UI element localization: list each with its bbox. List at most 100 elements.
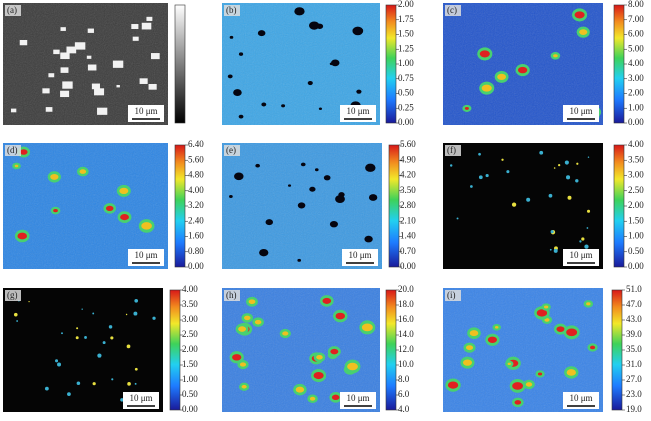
hotspot bbox=[331, 394, 340, 400]
pore bbox=[365, 163, 376, 172]
colorbar-tick-label: 5.60 bbox=[400, 139, 416, 149]
colorbar-tick-label: 0.80 bbox=[188, 246, 204, 256]
panel: (f) 10 μm 0.00 0.50 1.00 1.50 2.00 2.50 3.00 3.50… bbox=[443, 139, 644, 271]
colorbar-tick-label: 3.50 bbox=[628, 154, 644, 164]
scale-bar-box bbox=[123, 392, 159, 409]
colorbar-tick-label: 1.25 bbox=[398, 43, 414, 53]
panel: (d) 10 μm 0.00 0.80 1.60 2.40 3.20 4.00 4.80 5.60… bbox=[3, 139, 204, 271]
hotspot bbox=[244, 315, 251, 321]
panel-label: (a) bbox=[7, 5, 17, 15]
hotspot bbox=[481, 84, 492, 92]
scale-bar-box bbox=[128, 105, 164, 122]
panel: (a) 10 μm bbox=[3, 3, 186, 125]
grain bbox=[60, 52, 70, 60]
label-box bbox=[224, 5, 240, 16]
spot bbox=[567, 195, 572, 200]
hotspot bbox=[544, 318, 550, 322]
colorbar-tick-label: 6.0 bbox=[398, 389, 410, 399]
pore bbox=[255, 163, 260, 168]
hotspot bbox=[238, 326, 247, 332]
grain bbox=[19, 39, 28, 46]
spot bbox=[92, 312, 95, 315]
grain bbox=[45, 107, 53, 112]
colorbar-tick-label: 4.80 bbox=[188, 170, 204, 180]
colorbar bbox=[613, 4, 625, 124]
spot bbox=[511, 202, 517, 207]
spot bbox=[28, 301, 30, 303]
hotspot bbox=[464, 107, 469, 110]
colorbar-tick-label: 0.00 bbox=[400, 261, 416, 271]
panel: (e) 10 μm 0.00 0.70 1.40 2.10 2.80 3.50 4.20 4.90… bbox=[222, 139, 416, 271]
hotspot bbox=[497, 73, 507, 80]
colorbar bbox=[613, 144, 625, 268]
hotspot bbox=[254, 319, 262, 325]
map-texture bbox=[3, 3, 168, 125]
pore bbox=[318, 107, 323, 111]
hotspot bbox=[589, 345, 596, 350]
colorbar-tick-label: 4.0 bbox=[398, 404, 410, 414]
colorbar-tick-label: 14.0 bbox=[398, 329, 414, 339]
panel-label: (e) bbox=[226, 145, 236, 155]
scale-bar-label: 10 μm bbox=[569, 393, 592, 403]
scale-bar-label: 10 μm bbox=[129, 393, 152, 403]
hotspot bbox=[566, 328, 578, 337]
hotspot bbox=[347, 362, 358, 371]
grain bbox=[131, 24, 139, 29]
hotspot bbox=[19, 149, 28, 155]
hotspot bbox=[330, 348, 339, 355]
hotspot bbox=[579, 29, 588, 36]
spot bbox=[16, 320, 19, 322]
map-image bbox=[3, 288, 163, 412]
spot bbox=[553, 167, 556, 169]
grain bbox=[150, 53, 160, 60]
spot bbox=[586, 209, 591, 213]
spot bbox=[134, 382, 137, 385]
colorbar bbox=[169, 289, 181, 411]
scale-bar-label: 10 μm bbox=[348, 250, 371, 260]
pore bbox=[238, 114, 244, 119]
spot bbox=[61, 332, 63, 335]
colorbar-tick-label: 2.50 bbox=[628, 185, 644, 195]
colorbar bbox=[385, 4, 397, 124]
grain bbox=[97, 107, 108, 115]
colorbar-tick-label: 18.0 bbox=[398, 299, 414, 309]
panel-label: (b) bbox=[226, 5, 237, 15]
spot bbox=[584, 244, 589, 249]
spot bbox=[564, 160, 569, 165]
hotspot bbox=[507, 362, 511, 366]
colorbar-tick-label: 8.00 bbox=[628, 0, 644, 9]
scale-bar-box bbox=[342, 249, 378, 266]
pore bbox=[364, 235, 373, 243]
colorbar-tick-label: 4.00 bbox=[188, 185, 204, 195]
label-box bbox=[5, 5, 21, 16]
pore bbox=[233, 89, 242, 97]
scale-bar-box bbox=[563, 392, 599, 409]
colorbar-tick-label: 4.90 bbox=[400, 154, 416, 164]
hotspot bbox=[361, 323, 373, 332]
spot bbox=[134, 367, 138, 371]
hotspot bbox=[512, 382, 524, 390]
panel: (g) 10 μm 0.00 0.50 1.00 1.50 2.00 2.50 3.00 3.50… bbox=[3, 284, 198, 414]
map-texture bbox=[3, 143, 168, 269]
hotspot bbox=[17, 232, 28, 240]
colorbar-tick-label: 0.00 bbox=[188, 261, 204, 271]
hotspot bbox=[543, 305, 549, 309]
spot bbox=[586, 227, 589, 229]
spot bbox=[125, 313, 128, 316]
spot bbox=[548, 193, 553, 198]
pore bbox=[297, 258, 302, 262]
spot bbox=[575, 179, 579, 183]
colorbar bbox=[385, 289, 397, 411]
spot bbox=[581, 237, 585, 241]
hotspot bbox=[53, 208, 58, 213]
hotspot bbox=[462, 359, 472, 366]
colorbar-tick-label: 1.00 bbox=[182, 374, 198, 384]
grain bbox=[74, 42, 86, 50]
spot bbox=[558, 163, 561, 167]
pore bbox=[257, 30, 266, 37]
spot bbox=[108, 325, 113, 329]
pore bbox=[294, 7, 305, 16]
panel: (c) 10 μm 0.00 1.00 2.00 3.00 4.00 5.00 6.00 7.00… bbox=[443, 0, 644, 127]
spot bbox=[485, 173, 489, 178]
pore bbox=[265, 219, 273, 226]
